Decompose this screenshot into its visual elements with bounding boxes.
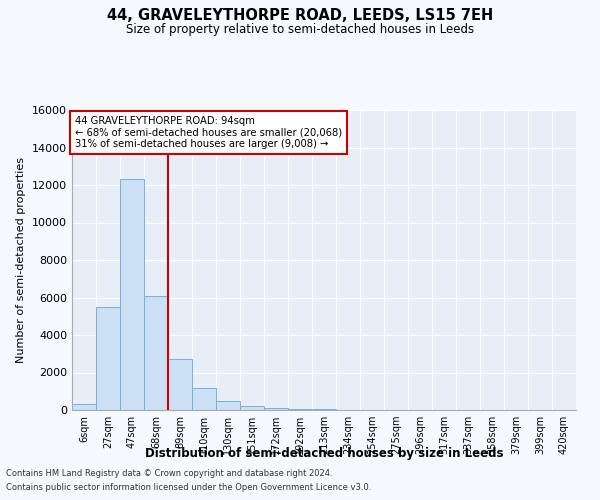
Text: Distribution of semi-detached houses by size in Leeds: Distribution of semi-detached houses by …	[145, 448, 503, 460]
Y-axis label: Number of semi-detached properties: Number of semi-detached properties	[16, 157, 26, 363]
Bar	[192, 388, 216, 410]
Bar	[96, 307, 120, 410]
Bar	[120, 180, 144, 410]
Bar	[240, 406, 264, 410]
Text: 44 GRAVELEYTHORPE ROAD: 94sqm
← 68% of semi-detached houses are smaller (20,068): 44 GRAVELEYTHORPE ROAD: 94sqm ← 68% of s…	[74, 116, 341, 149]
Bar	[144, 296, 168, 410]
Bar	[168, 360, 192, 410]
Text: Size of property relative to semi-detached houses in Leeds: Size of property relative to semi-detach…	[126, 22, 474, 36]
Text: Contains public sector information licensed under the Open Government Licence v3: Contains public sector information licen…	[6, 484, 371, 492]
Bar	[72, 404, 96, 410]
Bar	[264, 408, 288, 410]
Bar	[216, 400, 240, 410]
Bar	[312, 409, 336, 410]
Text: Contains HM Land Registry data © Crown copyright and database right 2024.: Contains HM Land Registry data © Crown c…	[6, 468, 332, 477]
Text: 44, GRAVELEYTHORPE ROAD, LEEDS, LS15 7EH: 44, GRAVELEYTHORPE ROAD, LEEDS, LS15 7EH	[107, 8, 493, 22]
Bar	[288, 408, 312, 410]
